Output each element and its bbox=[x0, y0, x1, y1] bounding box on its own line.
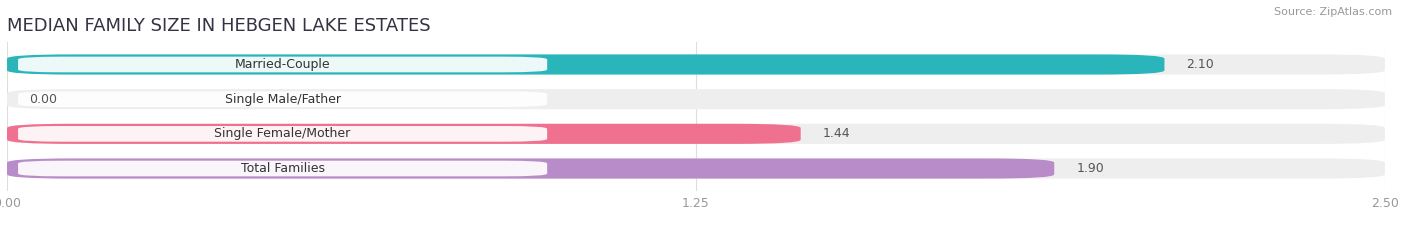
Text: 2.10: 2.10 bbox=[1187, 58, 1215, 71]
FancyBboxPatch shape bbox=[18, 91, 547, 107]
Text: 1.90: 1.90 bbox=[1076, 162, 1104, 175]
FancyBboxPatch shape bbox=[7, 55, 1164, 75]
FancyBboxPatch shape bbox=[18, 161, 547, 176]
Text: Total Families: Total Families bbox=[240, 162, 325, 175]
FancyBboxPatch shape bbox=[7, 124, 800, 144]
FancyBboxPatch shape bbox=[7, 89, 1385, 109]
Text: 1.44: 1.44 bbox=[823, 127, 851, 140]
Text: Source: ZipAtlas.com: Source: ZipAtlas.com bbox=[1274, 7, 1392, 17]
FancyBboxPatch shape bbox=[7, 124, 1385, 144]
Text: Single Male/Father: Single Male/Father bbox=[225, 93, 340, 106]
Text: MEDIAN FAMILY SIZE IN HEBGEN LAKE ESTATES: MEDIAN FAMILY SIZE IN HEBGEN LAKE ESTATE… bbox=[7, 17, 430, 35]
FancyBboxPatch shape bbox=[18, 57, 547, 72]
Text: Single Female/Mother: Single Female/Mother bbox=[215, 127, 350, 140]
Text: Married-Couple: Married-Couple bbox=[235, 58, 330, 71]
FancyBboxPatch shape bbox=[7, 158, 1385, 178]
Text: 0.00: 0.00 bbox=[30, 93, 58, 106]
FancyBboxPatch shape bbox=[7, 158, 1054, 178]
FancyBboxPatch shape bbox=[18, 126, 547, 142]
FancyBboxPatch shape bbox=[7, 55, 1385, 75]
